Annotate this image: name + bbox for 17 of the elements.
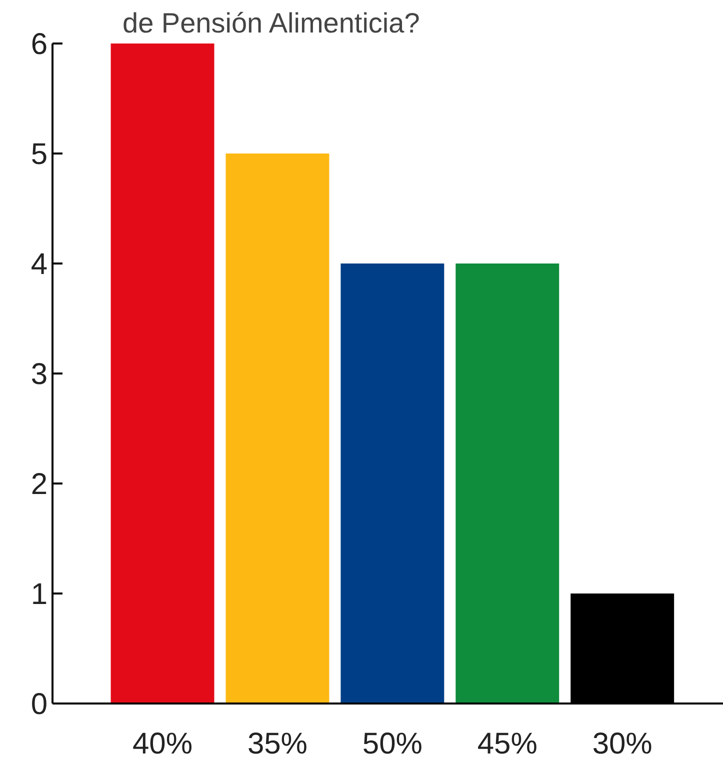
- y-tick-label: 3: [30, 358, 48, 391]
- x-tick-label: 35%: [247, 728, 308, 760]
- y-tick-label: 5: [30, 138, 48, 171]
- y-tick-label: 2: [30, 468, 48, 501]
- y-tick-label: 6: [30, 28, 48, 61]
- y-tick-label: 0: [30, 688, 48, 721]
- x-tick-label: 50%: [362, 728, 422, 760]
- y-tick-label: 1: [30, 578, 48, 611]
- x-tick-label: 30%: [592, 728, 652, 760]
- bar: [340, 264, 444, 704]
- bar: [226, 154, 330, 704]
- x-tick-label: 40%: [132, 728, 193, 760]
- x-tick-label: 45%: [477, 728, 538, 760]
- bar: [110, 44, 214, 704]
- y-tick-label: 4: [30, 248, 48, 281]
- bar: [456, 264, 560, 704]
- chart-title: de Pensión Alimenticia?: [122, 8, 420, 38]
